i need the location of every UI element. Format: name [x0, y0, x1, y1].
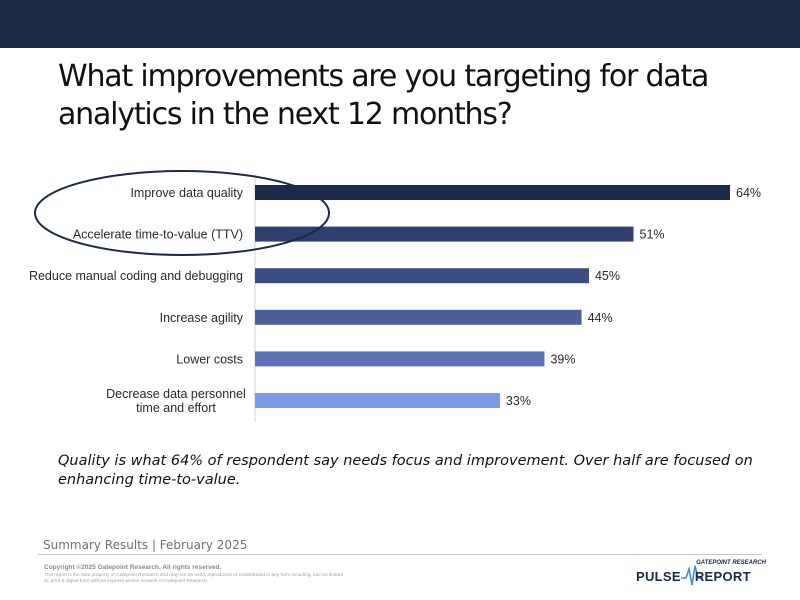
category-label: Increase agility — [160, 311, 244, 325]
value-label: 33% — [506, 394, 531, 408]
pulse-report-logo: GATEPOINT RESEARCH PULSE REPORT — [636, 560, 766, 590]
category-label: Lower costs — [176, 352, 243, 366]
logo-gatepoint-text: GATEPOINT RESEARCH — [696, 560, 766, 566]
bar — [255, 226, 634, 242]
bar — [255, 185, 730, 200]
bar-chart: Improve data quality 64% Accelerate time-t… — [29, 170, 761, 422]
value-label: 45% — [595, 269, 620, 283]
logo-report-text: REPORT — [694, 569, 751, 584]
chart-caption: Quality is what 64% of respondent say ne… — [58, 453, 753, 488]
value-label: 51% — [640, 228, 665, 242]
bar — [255, 309, 582, 325]
category-label: Accelerate time-to-value (TTV) — [73, 228, 243, 242]
copyright-text: Copyright ©2025 Gatepoint Research. All … — [44, 564, 222, 571]
logo-pulse-text: PULSE — [636, 569, 681, 584]
highlight-ellipse — [34, 170, 330, 256]
category-label-line: Decrease data personnel — [106, 387, 246, 401]
footer-divider — [38, 554, 762, 555]
bar — [255, 351, 545, 367]
top-header-band — [0, 0, 800, 48]
bar — [255, 393, 500, 408]
category-label: Reduce manual coding and debugging — [29, 269, 243, 283]
bar — [255, 268, 589, 284]
category-label: Improve data quality — [130, 186, 243, 200]
value-label: 64% — [736, 186, 761, 200]
category-label: Decrease data personnel time and effort — [106, 387, 246, 415]
value-label: 39% — [550, 352, 575, 366]
page-title: What improvements are you targeting for … — [58, 59, 709, 132]
pulse-wave-icon — [681, 565, 703, 586]
value-label: 44% — [588, 311, 613, 325]
category-label-line: time and effort — [136, 401, 216, 415]
footer-summary: Summary Results | February 2025 — [43, 538, 248, 552]
disclaimer-text: This report is the data property of Gate… — [44, 573, 343, 584]
